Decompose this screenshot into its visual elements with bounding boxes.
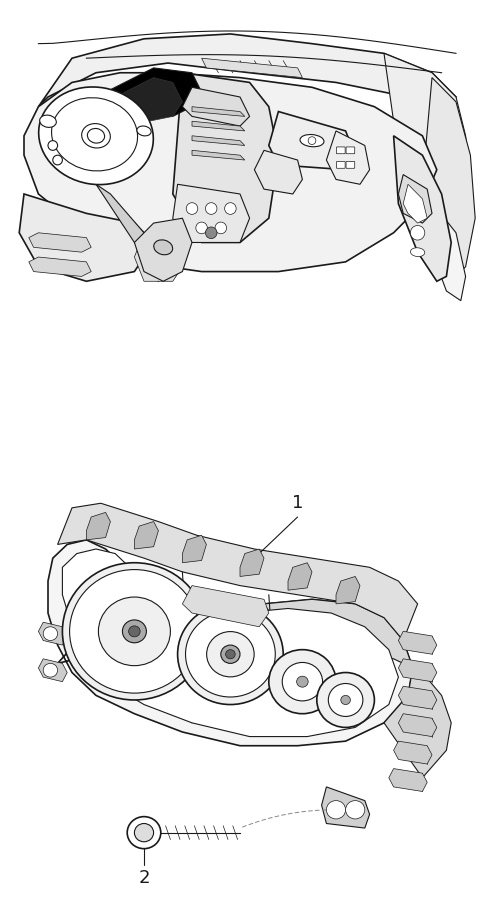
Polygon shape (106, 68, 202, 116)
Polygon shape (38, 622, 67, 645)
Circle shape (215, 222, 227, 233)
Polygon shape (336, 576, 360, 604)
Circle shape (62, 563, 206, 700)
Circle shape (48, 141, 58, 150)
Polygon shape (0, 458, 480, 915)
Circle shape (328, 684, 363, 716)
Polygon shape (384, 53, 470, 218)
Circle shape (221, 645, 240, 663)
Polygon shape (29, 232, 91, 253)
Polygon shape (173, 72, 278, 242)
Polygon shape (269, 112, 355, 170)
Circle shape (341, 695, 350, 705)
Polygon shape (48, 540, 413, 746)
Ellipse shape (40, 115, 56, 127)
Polygon shape (173, 184, 250, 242)
Polygon shape (192, 150, 245, 160)
Polygon shape (182, 535, 206, 563)
Circle shape (206, 631, 254, 677)
Polygon shape (394, 741, 432, 764)
Polygon shape (254, 150, 302, 194)
Ellipse shape (82, 124, 110, 148)
Ellipse shape (51, 98, 138, 171)
Circle shape (410, 225, 425, 240)
Polygon shape (134, 232, 182, 281)
FancyBboxPatch shape (336, 161, 345, 168)
Circle shape (70, 569, 199, 694)
Circle shape (317, 673, 374, 727)
Polygon shape (19, 194, 154, 281)
Polygon shape (96, 184, 158, 253)
Circle shape (308, 136, 316, 145)
Circle shape (226, 650, 235, 659)
Circle shape (127, 816, 161, 849)
Polygon shape (398, 631, 437, 654)
Ellipse shape (154, 240, 173, 254)
Circle shape (53, 156, 62, 165)
Circle shape (346, 801, 365, 819)
Circle shape (134, 824, 154, 842)
Polygon shape (389, 769, 427, 791)
Polygon shape (29, 257, 91, 276)
Text: 2: 2 (138, 869, 150, 888)
Polygon shape (322, 787, 370, 828)
Polygon shape (398, 659, 437, 682)
Circle shape (225, 203, 236, 214)
Polygon shape (86, 512, 110, 540)
Circle shape (186, 203, 198, 214)
Polygon shape (192, 121, 245, 131)
Ellipse shape (137, 126, 151, 135)
Polygon shape (288, 563, 312, 590)
Polygon shape (403, 184, 427, 223)
Circle shape (185, 611, 275, 697)
Polygon shape (24, 72, 437, 272)
Text: 1: 1 (292, 494, 303, 512)
Circle shape (205, 203, 217, 214)
Polygon shape (0, 0, 480, 485)
Polygon shape (398, 175, 432, 223)
Polygon shape (62, 549, 398, 737)
Circle shape (326, 801, 346, 819)
Ellipse shape (410, 248, 425, 256)
Polygon shape (264, 599, 451, 778)
Polygon shape (398, 714, 437, 737)
Circle shape (269, 650, 336, 714)
Circle shape (129, 626, 140, 637)
Polygon shape (422, 78, 475, 281)
Polygon shape (398, 686, 437, 709)
FancyBboxPatch shape (346, 161, 355, 168)
Polygon shape (202, 59, 302, 78)
Circle shape (196, 222, 207, 233)
Circle shape (43, 663, 58, 677)
FancyBboxPatch shape (346, 147, 355, 154)
Polygon shape (326, 131, 370, 184)
Polygon shape (182, 586, 269, 627)
Polygon shape (394, 135, 451, 281)
Polygon shape (106, 78, 182, 121)
Circle shape (178, 604, 283, 705)
Polygon shape (182, 87, 250, 126)
Polygon shape (134, 522, 158, 549)
Polygon shape (134, 218, 192, 281)
Ellipse shape (87, 128, 105, 143)
Polygon shape (38, 659, 67, 682)
FancyBboxPatch shape (336, 147, 345, 154)
Ellipse shape (39, 87, 153, 185)
Polygon shape (240, 549, 264, 576)
Polygon shape (38, 34, 456, 107)
Polygon shape (192, 107, 245, 116)
Circle shape (205, 227, 217, 239)
Circle shape (43, 627, 58, 640)
Circle shape (98, 597, 170, 666)
Ellipse shape (300, 135, 324, 146)
Circle shape (282, 662, 323, 701)
Circle shape (297, 676, 308, 687)
Circle shape (122, 620, 146, 642)
Polygon shape (192, 135, 245, 145)
Polygon shape (432, 209, 466, 301)
Polygon shape (58, 503, 418, 640)
